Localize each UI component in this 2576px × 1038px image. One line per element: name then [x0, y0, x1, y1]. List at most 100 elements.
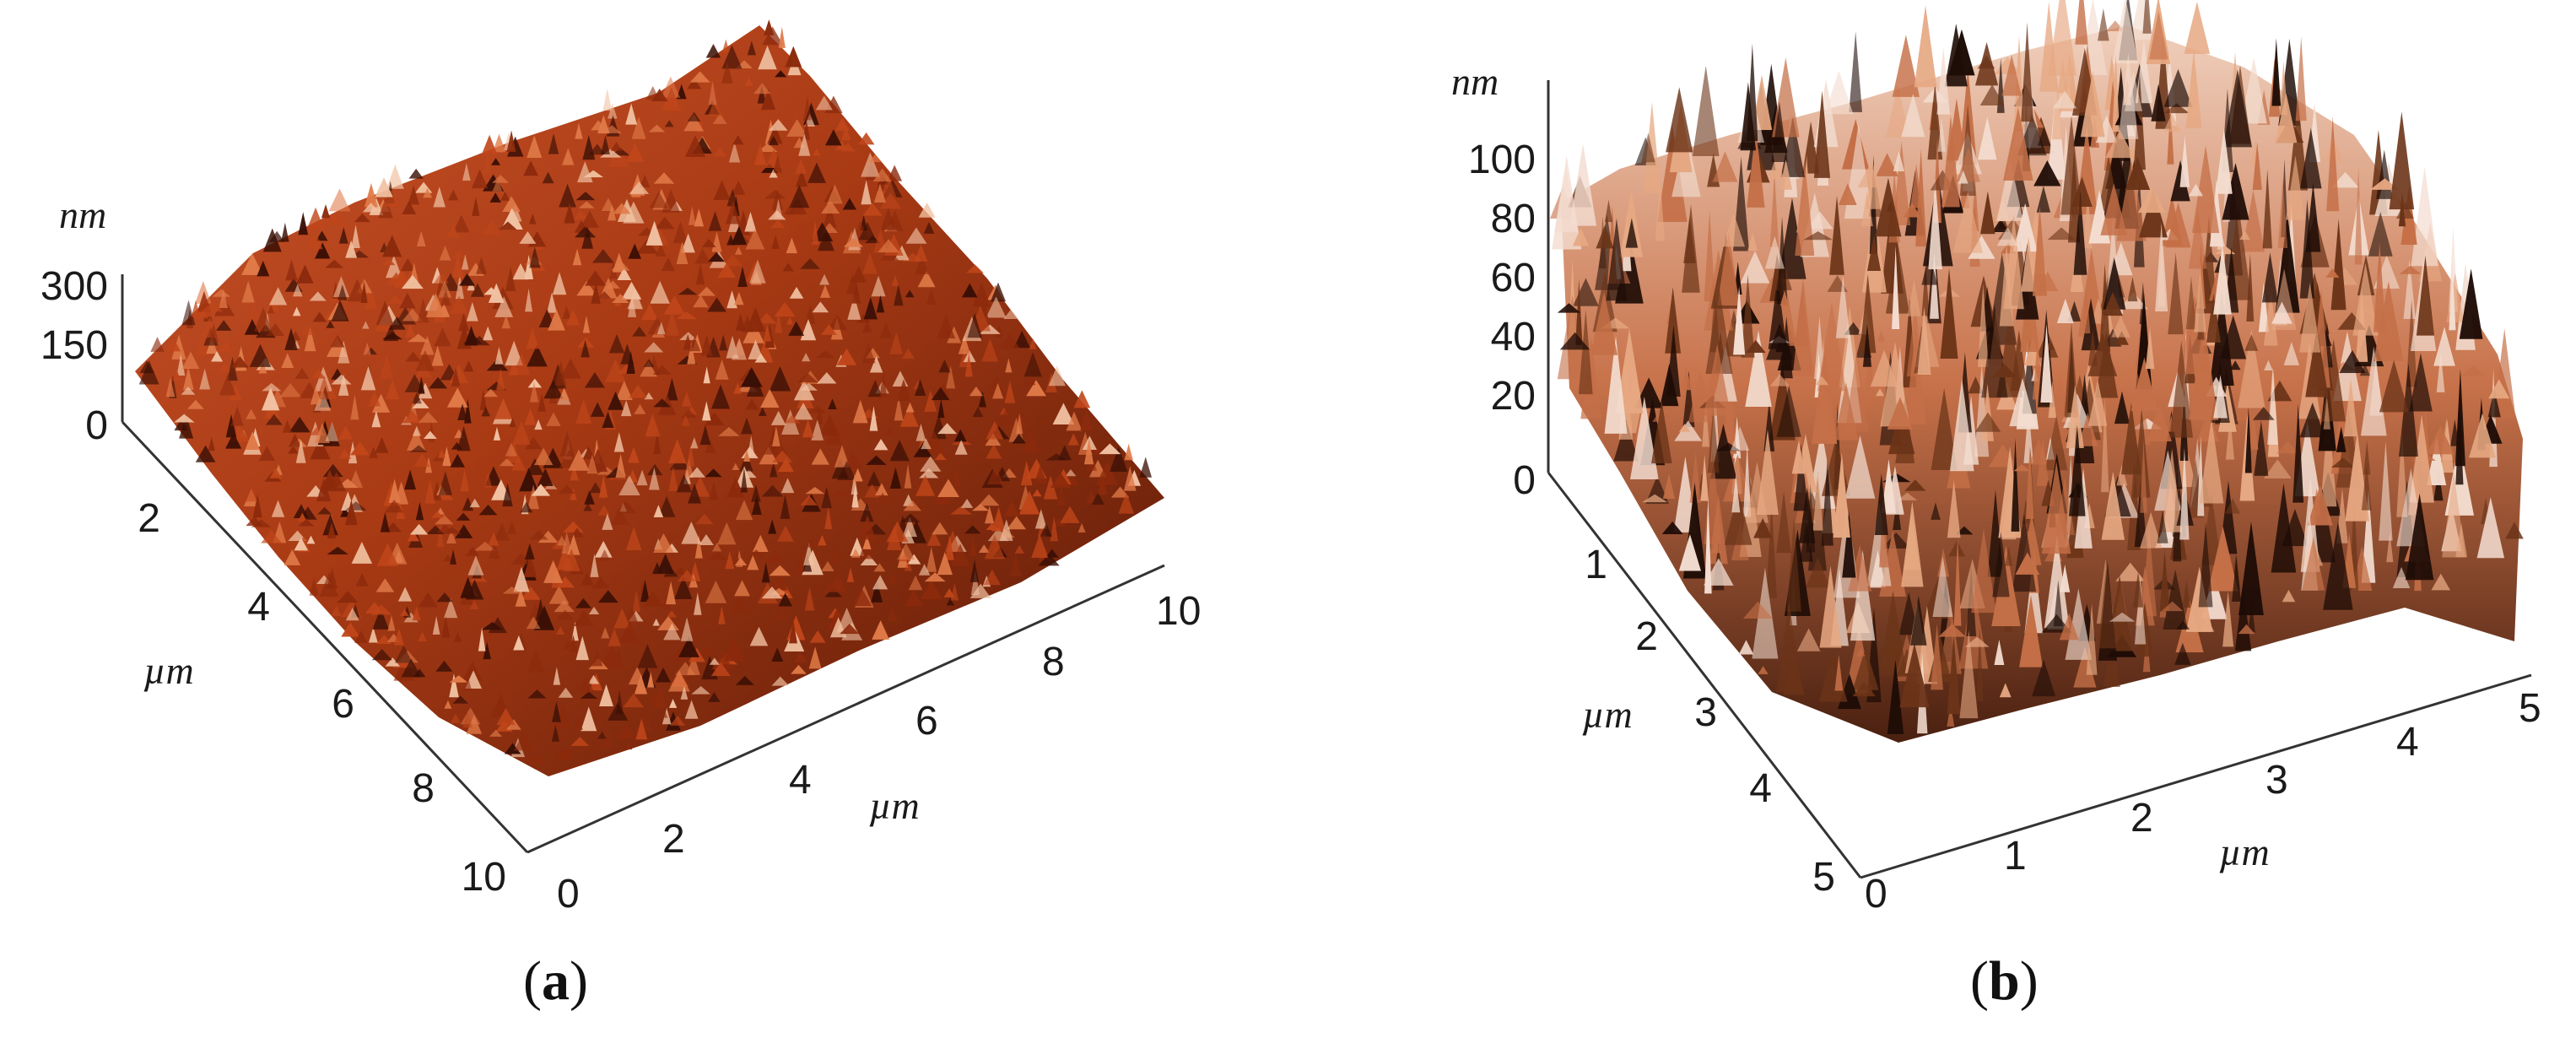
surface-peak — [512, 263, 529, 280]
surface-peak — [1590, 292, 1618, 355]
panel-b-caption-letter: b — [1988, 950, 2020, 1012]
surface-peak — [1814, 376, 1829, 386]
surface-peak — [769, 169, 778, 178]
surface-peak — [442, 527, 462, 534]
surface-peak — [1796, 628, 1821, 651]
surface-peak — [851, 587, 872, 607]
surface-peak — [761, 587, 783, 599]
surface-peak — [219, 373, 236, 396]
surface-peak — [249, 305, 260, 319]
surface-peak — [2450, 419, 2460, 446]
surface-peak — [1742, 601, 1773, 619]
surface-peak — [310, 436, 331, 460]
surface-peak — [889, 332, 904, 354]
surface-peak — [586, 454, 598, 474]
surface-peak — [800, 318, 817, 341]
surface-peak — [824, 506, 833, 530]
surface-peak — [886, 210, 904, 232]
surface-peak — [284, 327, 298, 350]
surface-peak — [601, 627, 610, 639]
surface-peak — [888, 570, 897, 585]
surface-peak — [433, 187, 446, 208]
surface-peak — [176, 354, 186, 376]
surface-peak — [640, 579, 650, 603]
surface-peak — [964, 525, 981, 534]
surface-peak — [1769, 170, 1779, 247]
surface-peak — [807, 535, 818, 548]
bottom-tick-label: 4 — [789, 758, 812, 803]
surface-peak — [608, 333, 625, 354]
surface-peak — [559, 358, 581, 379]
surface-peak — [195, 445, 216, 462]
surface-peak — [402, 409, 422, 424]
surface-peak — [1665, 287, 1682, 354]
surface-peak — [1038, 554, 1060, 566]
surface-peak — [492, 179, 503, 192]
surface-peak — [608, 628, 621, 646]
surface-peak — [2252, 407, 2275, 420]
surface-peak — [296, 264, 314, 284]
surface-peak — [413, 453, 430, 467]
surface-peak — [215, 320, 232, 331]
surface-peak — [763, 324, 772, 342]
surface-peak — [873, 183, 886, 203]
surface-peak — [858, 221, 877, 241]
surface-peak — [2403, 259, 2416, 319]
surface-peak — [683, 333, 693, 350]
surface-peak — [1996, 227, 2018, 246]
surface-peak — [191, 300, 201, 317]
z-tick-label: 40 — [1491, 315, 1536, 360]
surface-peak — [1557, 303, 1581, 313]
surface-peak — [871, 275, 886, 297]
surface-peak — [1838, 183, 1857, 206]
surface-peak — [1835, 275, 1850, 338]
surface-peak — [873, 563, 886, 572]
surface-peak — [2361, 462, 2372, 511]
surface-peak — [1776, 216, 1788, 305]
surface-peak — [786, 237, 798, 254]
surface-peak — [1844, 350, 1869, 433]
surface-peak — [166, 338, 181, 352]
surface-peak — [564, 203, 575, 224]
surface-peak — [670, 715, 686, 726]
surface-peak — [338, 374, 349, 396]
surface-peak — [2331, 171, 2359, 188]
surface-peak — [680, 617, 694, 641]
surface-peak — [985, 433, 1002, 446]
surface-peak — [526, 616, 541, 630]
surface-peak — [1940, 268, 1958, 359]
surface-peak — [1682, 204, 1700, 293]
surface-peak — [801, 353, 811, 362]
surface-peak — [1980, 191, 1995, 235]
surface-peak — [1948, 540, 1966, 557]
surface-peak — [2112, 0, 2139, 64]
surface-peak — [758, 407, 767, 416]
surface-peak — [316, 506, 332, 515]
surface-peak — [726, 477, 745, 498]
surface-peak — [744, 211, 757, 232]
surface-peak — [664, 311, 680, 336]
surface-peak — [499, 221, 517, 230]
surface-peak — [861, 321, 872, 332]
surface-peak — [2248, 411, 2259, 450]
surface-peak — [759, 446, 779, 465]
surface-peak — [752, 534, 769, 553]
surface-peak — [2398, 191, 2406, 227]
panel-a-surface — [135, 19, 1164, 776]
surface-peak — [211, 350, 224, 362]
surface-peak — [598, 474, 608, 498]
surface-peak — [241, 252, 263, 275]
surface-peak — [899, 405, 919, 427]
surface-peak — [770, 219, 786, 228]
surface-peak — [1941, 115, 1960, 208]
surface-peak — [462, 163, 471, 181]
surface-peak — [1067, 433, 1079, 446]
surface-peak — [268, 230, 285, 242]
surface-peak — [2048, 0, 2077, 76]
surface-peak — [257, 260, 270, 277]
surface-peak — [2163, 68, 2193, 107]
surface-peak — [2047, 227, 2076, 241]
surface-peak — [386, 255, 402, 278]
surface-peak — [732, 181, 746, 195]
surface-peak — [721, 62, 733, 84]
